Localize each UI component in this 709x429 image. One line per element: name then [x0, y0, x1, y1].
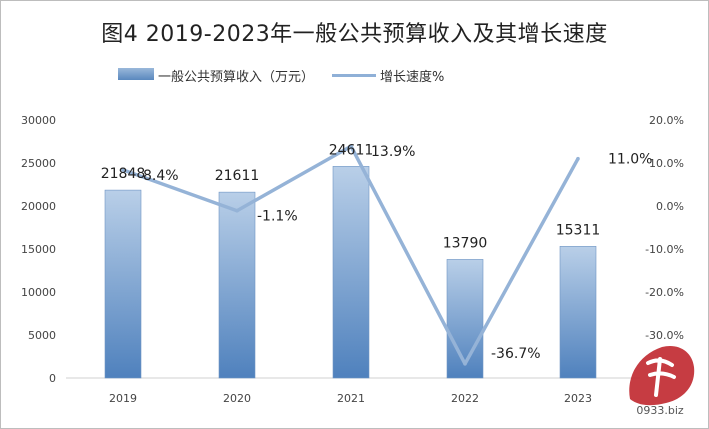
bar-value-label: 13790	[443, 235, 488, 251]
y-right-tick-label: 20.0%	[649, 114, 684, 127]
y-left-tick-label: 25000	[21, 157, 56, 170]
growth-point	[235, 208, 239, 213]
y-left-tick-label: 30000	[21, 114, 56, 127]
y-right-tick-label: -10.0%	[645, 243, 684, 256]
bar-value-label: 15311	[556, 222, 601, 238]
legend-swatch-line	[332, 74, 376, 77]
legend-swatch-bar	[118, 68, 154, 80]
growth-point	[576, 156, 580, 161]
legend-label-bar: 一般公共预算收入（万元）	[158, 70, 315, 85]
watermark-text: 0933.biz	[636, 404, 684, 417]
growth-point	[463, 362, 467, 366]
bar	[332, 166, 370, 379]
y-right-tick-label: -30.0%	[645, 329, 684, 342]
growth-value-label: -1.1%	[257, 209, 298, 225]
growth-point	[121, 168, 125, 172]
y-right-tick-label: 0.0%	[656, 200, 684, 213]
x-tick-label: 2022	[451, 392, 479, 405]
y-left-tick-label: 10000	[21, 286, 56, 299]
bar-value-label: 24611	[329, 142, 374, 158]
growth-point	[349, 144, 353, 149]
bar	[559, 246, 597, 379]
bar-value-label: 21611	[215, 168, 260, 184]
x-tick-label: 2023	[564, 392, 592, 405]
x-tick-label: 2019	[109, 392, 137, 405]
growth-value-label: -36.7%	[491, 346, 541, 362]
chart-title: 图4 2019-2023年一般公共预算收入及其增长速度	[101, 22, 608, 47]
bar	[104, 189, 142, 379]
y-right-tick-label: 10.0%	[649, 157, 684, 170]
growth-value-label: 8.4%	[143, 168, 179, 184]
y-left-tick-label: 0	[49, 372, 56, 385]
y-left-tick-label: 20000	[21, 200, 56, 213]
bar-value-label: 21848	[101, 166, 146, 182]
y-right-tick-label: -20.0%	[645, 286, 684, 299]
x-tick-label: 2021	[337, 392, 365, 405]
growth-value-label: 13.9%	[371, 144, 415, 160]
bar	[446, 259, 484, 379]
growth-value-label: 11.0%	[608, 152, 652, 168]
watermark-logo: 0933.biz	[629, 345, 695, 417]
bar	[218, 191, 256, 379]
y-left-tick-label: 15000	[21, 243, 56, 256]
legend-label-line: 增长速度%	[380, 70, 445, 85]
x-tick-label: 2020	[223, 392, 251, 405]
y-left-tick-label: 5000	[28, 329, 56, 342]
